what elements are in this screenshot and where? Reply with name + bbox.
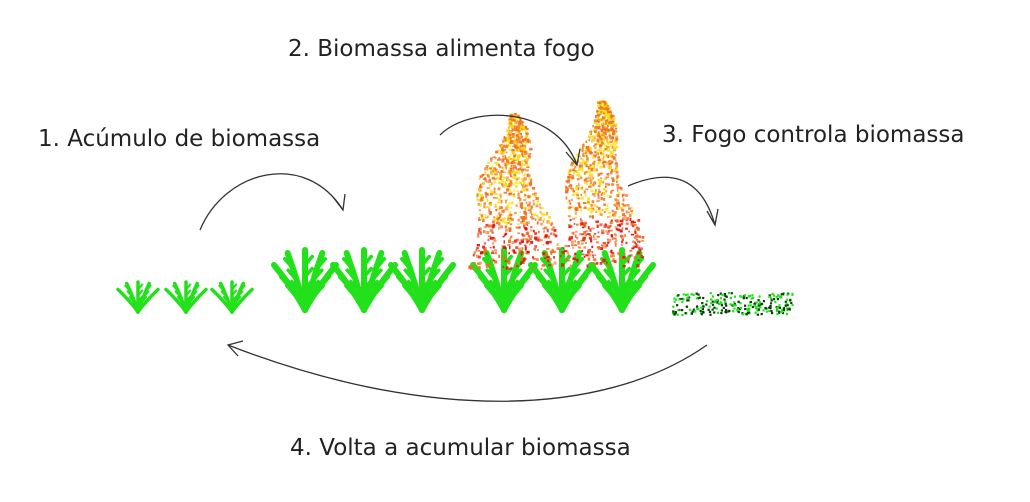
- step-3-label: 3. Fogo controla biomassa: [662, 122, 965, 148]
- arrow-step-2: [439, 114, 581, 167]
- tall-grass-icon: [330, 247, 398, 313]
- small-grass-icon: [210, 280, 254, 314]
- arrow-step-3: [627, 176, 719, 227]
- small-grass-icon: [164, 280, 208, 314]
- tall-grass-icon: [528, 247, 596, 313]
- fire-icon: [558, 100, 645, 268]
- step-4-label: 4. Volta a acumular biomassa: [290, 435, 631, 461]
- tall-grass-icon: [388, 247, 456, 313]
- tall-grass-icon: [271, 247, 339, 313]
- fire-layer: [468, 100, 645, 271]
- step-1-label: 1. Acúmulo de biomassa: [38, 126, 321, 152]
- small-grass-icon: [116, 280, 160, 314]
- burnt-grass-icon: [672, 292, 794, 317]
- grass-layer: [116, 247, 794, 317]
- arrow-step-1: [199, 173, 346, 231]
- arrow-step-4: [226, 340, 708, 402]
- step-2-label: 2. Biomassa alimenta fogo: [288, 36, 595, 62]
- fire-icon: [468, 113, 560, 271]
